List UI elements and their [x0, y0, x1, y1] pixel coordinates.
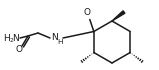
Text: O: O [15, 46, 23, 55]
Text: H: H [58, 39, 63, 45]
Text: N: N [51, 32, 58, 42]
Text: H: H [3, 34, 10, 42]
Text: N: N [12, 34, 19, 42]
Text: 2: 2 [10, 38, 13, 42]
Text: O: O [83, 8, 90, 17]
Polygon shape [112, 11, 125, 21]
